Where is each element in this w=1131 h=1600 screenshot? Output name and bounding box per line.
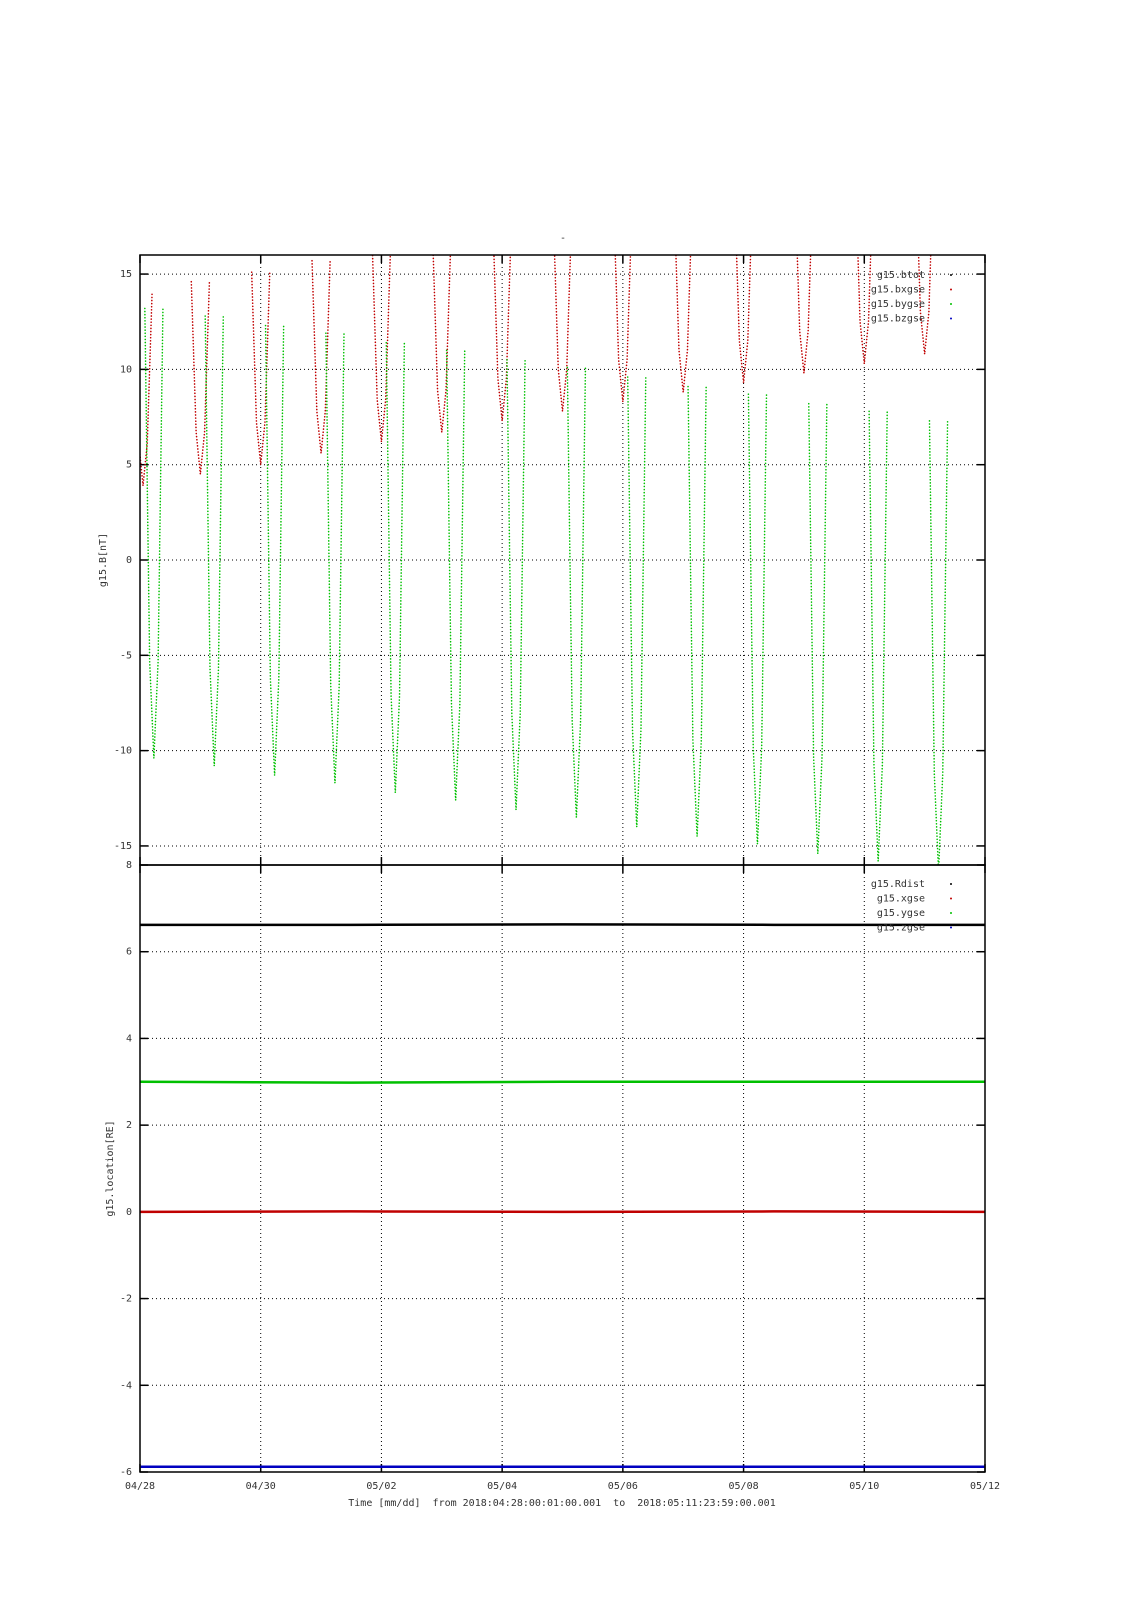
y-tick-label: 4 [126, 1033, 132, 1044]
legend-label: g15.xgse [877, 894, 925, 905]
legend-marker [950, 883, 952, 885]
legend-label: g15.bxgse [871, 285, 925, 296]
x-tick-label: 05/12 [970, 1481, 1000, 1492]
series-line [140, 1080, 985, 1084]
y-tick-label: -6 [120, 1467, 132, 1478]
y-tick-label: -15 [114, 841, 132, 852]
legend-marker [950, 317, 952, 320]
y-tick-label: 0 [126, 1207, 132, 1218]
legend-marker [950, 912, 952, 914]
y-axis-label: g15.location[RE] [105, 1120, 116, 1216]
legend-marker [950, 897, 952, 900]
plot-area [140, 923, 985, 1469]
series-line [140, 255, 932, 486]
y-tick-label: 2 [126, 1120, 132, 1131]
legend-label: g15.bzgse [871, 314, 925, 325]
plot-frame [139, 254, 986, 866]
chart-title: - [560, 233, 566, 244]
x-tick-label: 05/04 [487, 1481, 517, 1492]
plot-area [140, 255, 949, 865]
x-axis-label: Time [mm/dd] from 2018:04:28:00:01:00.00… [348, 1498, 775, 1509]
legend-marker [950, 303, 952, 305]
x-tick-label: 05/08 [729, 1481, 759, 1492]
x-tick-label: 05/06 [608, 1481, 638, 1492]
legend-label: g15.Rdist [871, 879, 925, 890]
x-tick-label: 04/28 [125, 1481, 155, 1492]
y-tick-label: 5 [126, 460, 132, 471]
series-line [144, 307, 949, 865]
plot-frame [139, 864, 986, 1473]
y-tick-label: 0 [126, 555, 132, 566]
y-tick-label: 8 [126, 860, 132, 871]
legend-marker [950, 274, 952, 276]
x-tick-label: 05/10 [849, 1481, 879, 1492]
y-tick-label: -2 [120, 1294, 132, 1305]
y-tick-label: -10 [114, 746, 132, 757]
y-tick-label: 10 [120, 364, 132, 375]
legend-label: g15.bygse [871, 299, 925, 310]
y-tick-label: -4 [120, 1380, 132, 1391]
legend-marker [950, 926, 952, 929]
legend-label: g15.zgse [877, 923, 925, 934]
legend-label: g15.ygse [877, 908, 925, 919]
legend-label: g15.btot [877, 270, 925, 281]
y-tick-label: 6 [126, 947, 132, 958]
legend-marker [950, 288, 952, 291]
y-tick-label: 15 [120, 269, 132, 280]
x-tick-label: 05/02 [366, 1481, 396, 1492]
y-tick-label: -5 [120, 650, 132, 661]
y-axis-label: g15.B[nT] [98, 533, 109, 587]
x-tick-label: 04/30 [246, 1481, 276, 1492]
